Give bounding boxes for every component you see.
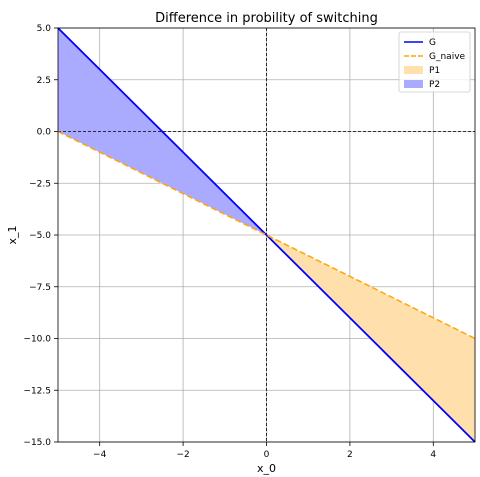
legend-label-g: G (429, 38, 436, 48)
legend-label-g-naive: G_naive (429, 52, 466, 62)
y-tick-label: −12.5 (23, 386, 51, 396)
plot-area: −4 −2 0 2 4 5.0 2.5 0.0 −2.5 −5.0 −7.5 −10.0 −12.5 −1… (23, 24, 476, 460)
chart-title: Difference in probility of switching (155, 11, 378, 26)
x-tick-label: 2 (347, 450, 353, 460)
legend-swatch-p2 (404, 80, 423, 88)
legend: G G_naive P1 P2 (398, 31, 471, 93)
x-tick-label: −4 (93, 450, 107, 460)
legend-label-p2: P2 (429, 80, 440, 90)
x-axis-label: x_0 (257, 462, 276, 475)
legend-label-p1: P1 (429, 66, 440, 76)
y-axis-label: x_1 (6, 225, 19, 244)
y-tick-label: −5.0 (29, 231, 51, 241)
x-tick-label: 4 (430, 450, 436, 460)
y-tick-label: −10.0 (23, 335, 51, 345)
series-line-g-naive (57, 130, 476, 340)
x-tick-label: 0 (264, 450, 270, 460)
y-tick-label: 5.0 (37, 24, 52, 34)
legend-swatch-p1 (404, 66, 423, 74)
y-tick-label: −7.5 (29, 283, 51, 293)
y-tick-label: 0.0 (37, 128, 52, 138)
y-tick-label: −2.5 (29, 179, 51, 189)
y-tick-label: 2.5 (37, 76, 51, 86)
legend-box (398, 31, 471, 93)
y-tick-label: −15.0 (23, 438, 51, 448)
x-tick-label: −2 (176, 450, 189, 460)
series-line-g (57, 27, 476, 443)
